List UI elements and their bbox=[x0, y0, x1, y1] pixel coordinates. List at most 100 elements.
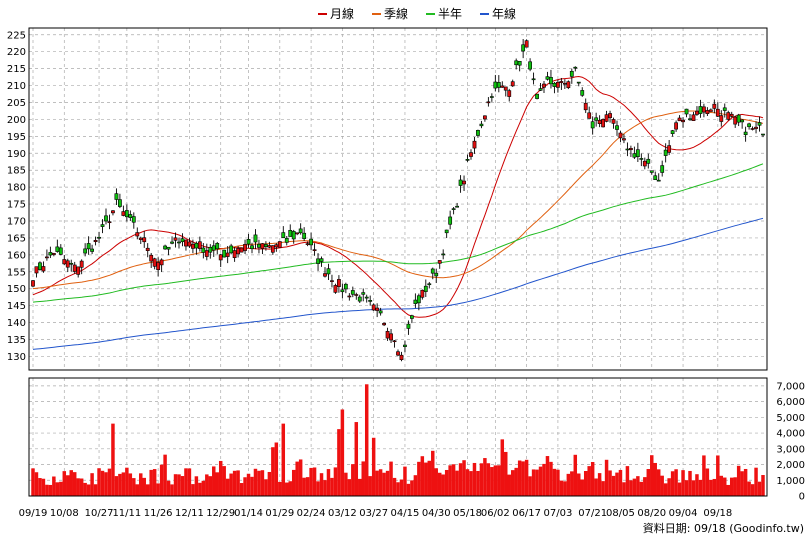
volume-bar bbox=[364, 384, 369, 496]
candle-body bbox=[340, 289, 345, 293]
volume-bar bbox=[385, 470, 390, 496]
candle-body bbox=[201, 247, 206, 253]
candle-body bbox=[667, 145, 672, 153]
volume-bar bbox=[135, 484, 140, 496]
candle-body bbox=[277, 241, 282, 248]
volume-bar bbox=[149, 469, 153, 496]
candle-body bbox=[590, 121, 595, 129]
x-tick-label: 12/11 bbox=[175, 508, 204, 519]
candle-body bbox=[243, 244, 247, 251]
volume-bar bbox=[288, 481, 292, 496]
price-tick-label: 225 bbox=[7, 30, 26, 41]
candle-body bbox=[361, 292, 366, 295]
candle-body bbox=[642, 160, 647, 167]
candle-body bbox=[688, 118, 692, 121]
candle-body bbox=[517, 60, 522, 66]
volume-bar bbox=[267, 471, 272, 496]
volume-bar bbox=[114, 476, 119, 496]
candle-body bbox=[229, 245, 234, 254]
candle-body bbox=[740, 119, 745, 123]
candle-body bbox=[111, 210, 115, 214]
candle-body bbox=[528, 61, 532, 70]
price-tick-label: 155 bbox=[7, 267, 26, 278]
candle-body bbox=[38, 262, 42, 270]
candle-body bbox=[41, 266, 46, 272]
candle-body bbox=[479, 123, 484, 127]
volume-bar bbox=[434, 468, 438, 496]
candle-body bbox=[531, 78, 536, 81]
candle-body bbox=[236, 248, 240, 255]
volume-bar bbox=[347, 479, 352, 496]
candle-body bbox=[510, 81, 515, 87]
candle-body bbox=[343, 283, 348, 290]
candle-body bbox=[104, 215, 108, 222]
candle-body bbox=[719, 115, 724, 122]
candle-body bbox=[225, 252, 230, 257]
ma-monthly-line bbox=[32, 75, 764, 318]
volume-bar bbox=[139, 473, 143, 496]
volume-bar bbox=[225, 478, 230, 496]
x-tick-label: 11/11 bbox=[112, 508, 141, 519]
candle-body bbox=[97, 236, 101, 239]
volume-bar bbox=[691, 480, 696, 496]
candle-body bbox=[444, 229, 449, 234]
volume-bar bbox=[514, 467, 518, 496]
volume-bar bbox=[677, 482, 682, 496]
price-grid bbox=[29, 28, 767, 370]
volume-bar bbox=[333, 467, 338, 496]
volume-bar bbox=[483, 458, 487, 496]
price-tick-label: 135 bbox=[7, 335, 26, 346]
candle-body bbox=[462, 180, 466, 185]
candle-body bbox=[274, 244, 279, 248]
candle-body bbox=[403, 344, 407, 347]
x-tick-label: 09/04 bbox=[669, 508, 698, 519]
volume-bar bbox=[180, 476, 185, 496]
candle-body bbox=[455, 205, 459, 208]
volume-bar bbox=[340, 409, 345, 496]
volume-bar bbox=[743, 468, 748, 496]
volume-bar bbox=[274, 442, 279, 496]
volume-bar bbox=[660, 475, 664, 496]
candle-body bbox=[145, 247, 150, 251]
candle-body bbox=[514, 60, 519, 66]
candle-body bbox=[639, 158, 644, 160]
volume-bar bbox=[490, 467, 494, 496]
candle-body bbox=[93, 240, 98, 243]
candle-body bbox=[681, 119, 685, 123]
candle-body bbox=[729, 113, 734, 117]
candle-body bbox=[430, 268, 435, 274]
volume-bar bbox=[229, 473, 233, 496]
volume-bar bbox=[236, 470, 240, 496]
candle-body bbox=[31, 280, 35, 287]
candle-body bbox=[715, 108, 720, 117]
volume-bar bbox=[545, 456, 550, 496]
candle-body bbox=[232, 250, 237, 259]
volume-bar bbox=[396, 482, 400, 496]
volume-bar bbox=[198, 482, 202, 496]
volume-bar bbox=[656, 469, 661, 496]
volume-bar bbox=[650, 455, 654, 496]
volume-bar bbox=[705, 468, 710, 496]
volume-bar bbox=[239, 483, 244, 496]
candle-body bbox=[542, 83, 546, 88]
x-tick-label: 01/14 bbox=[234, 508, 263, 519]
data-date-footer: 資料日期: 09/18 (Goodinfo.tw) bbox=[643, 521, 804, 535]
volume-bar bbox=[413, 475, 418, 496]
volume-bar bbox=[729, 477, 734, 496]
volume-bar bbox=[111, 423, 115, 496]
candle-body bbox=[611, 119, 616, 124]
legend-label: 月線 bbox=[330, 6, 354, 21]
candle-body bbox=[695, 110, 699, 115]
volume-bar bbox=[83, 482, 87, 496]
candle-body bbox=[691, 114, 696, 121]
candle-body bbox=[660, 165, 665, 173]
candle-body bbox=[458, 179, 463, 186]
candle-body bbox=[295, 232, 300, 235]
volume-bar bbox=[90, 473, 94, 496]
volume-bar bbox=[667, 478, 671, 496]
volume-bar bbox=[531, 469, 536, 496]
volume-bar bbox=[441, 474, 445, 496]
price-tick-label: 205 bbox=[7, 98, 26, 109]
candle-body bbox=[521, 44, 526, 52]
